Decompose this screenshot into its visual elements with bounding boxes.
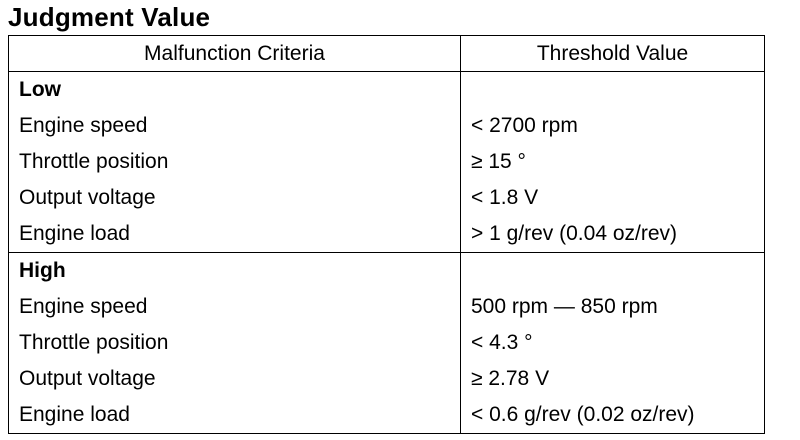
table-row: Engine load > 1 g/rev (0.04 oz/rev) bbox=[8, 216, 765, 253]
table-row: Engine speed < 2700 rpm bbox=[8, 108, 765, 144]
table-row: Output voltage ≥ 2.78 V bbox=[8, 361, 765, 397]
threshold-cell: ≥ 15 ° bbox=[460, 144, 765, 180]
judgment-value-table: Malfunction Criteria Threshold Value Low… bbox=[8, 35, 765, 434]
group-label-empty-cell bbox=[460, 252, 765, 289]
table-row: Engine load < 0.6 g/rev (0.02 oz/rev) bbox=[8, 397, 765, 434]
criteria-cell: Engine speed bbox=[8, 108, 461, 144]
criteria-cell: Engine load bbox=[8, 397, 461, 434]
criteria-cell: Output voltage bbox=[8, 180, 461, 216]
group-label-high: High bbox=[8, 252, 461, 289]
threshold-cell: ≥ 2.78 V bbox=[460, 361, 765, 397]
group-label-row: High bbox=[8, 252, 765, 289]
page-title: Judgment Value bbox=[8, 2, 211, 32]
table-row: Engine speed 500 rpm — 850 rpm bbox=[8, 289, 765, 325]
criteria-cell: Engine load bbox=[8, 216, 461, 253]
header-threshold-value: Threshold Value bbox=[460, 35, 765, 72]
threshold-cell: 500 rpm — 850 rpm bbox=[460, 289, 765, 325]
table-row: Output voltage < 1.8 V bbox=[8, 180, 765, 216]
threshold-cell: > 1 g/rev (0.04 oz/rev) bbox=[460, 216, 765, 253]
group-low: Low Engine speed < 2700 rpm Throttle pos… bbox=[8, 71, 765, 253]
threshold-cell: < 4.3 ° bbox=[460, 325, 765, 361]
header-malfunction-criteria: Malfunction Criteria bbox=[8, 35, 461, 72]
table-header-row: Malfunction Criteria Threshold Value bbox=[8, 35, 765, 72]
group-label-empty-cell bbox=[460, 71, 765, 108]
threshold-cell: < 0.6 g/rev (0.02 oz/rev) bbox=[460, 397, 765, 434]
group-label-low: Low bbox=[8, 71, 461, 108]
threshold-cell: < 2700 rpm bbox=[460, 108, 765, 144]
criteria-cell: Engine speed bbox=[8, 289, 461, 325]
table-row: Throttle position < 4.3 ° bbox=[8, 325, 765, 361]
group-high: High Engine speed 500 rpm — 850 rpm Thro… bbox=[8, 252, 765, 434]
table-row: Throttle position ≥ 15 ° bbox=[8, 144, 765, 180]
threshold-cell: < 1.8 V bbox=[460, 180, 765, 216]
criteria-cell: Output voltage bbox=[8, 361, 461, 397]
criteria-cell: Throttle position bbox=[8, 144, 461, 180]
criteria-cell: Throttle position bbox=[8, 325, 461, 361]
group-label-row: Low bbox=[8, 71, 765, 108]
